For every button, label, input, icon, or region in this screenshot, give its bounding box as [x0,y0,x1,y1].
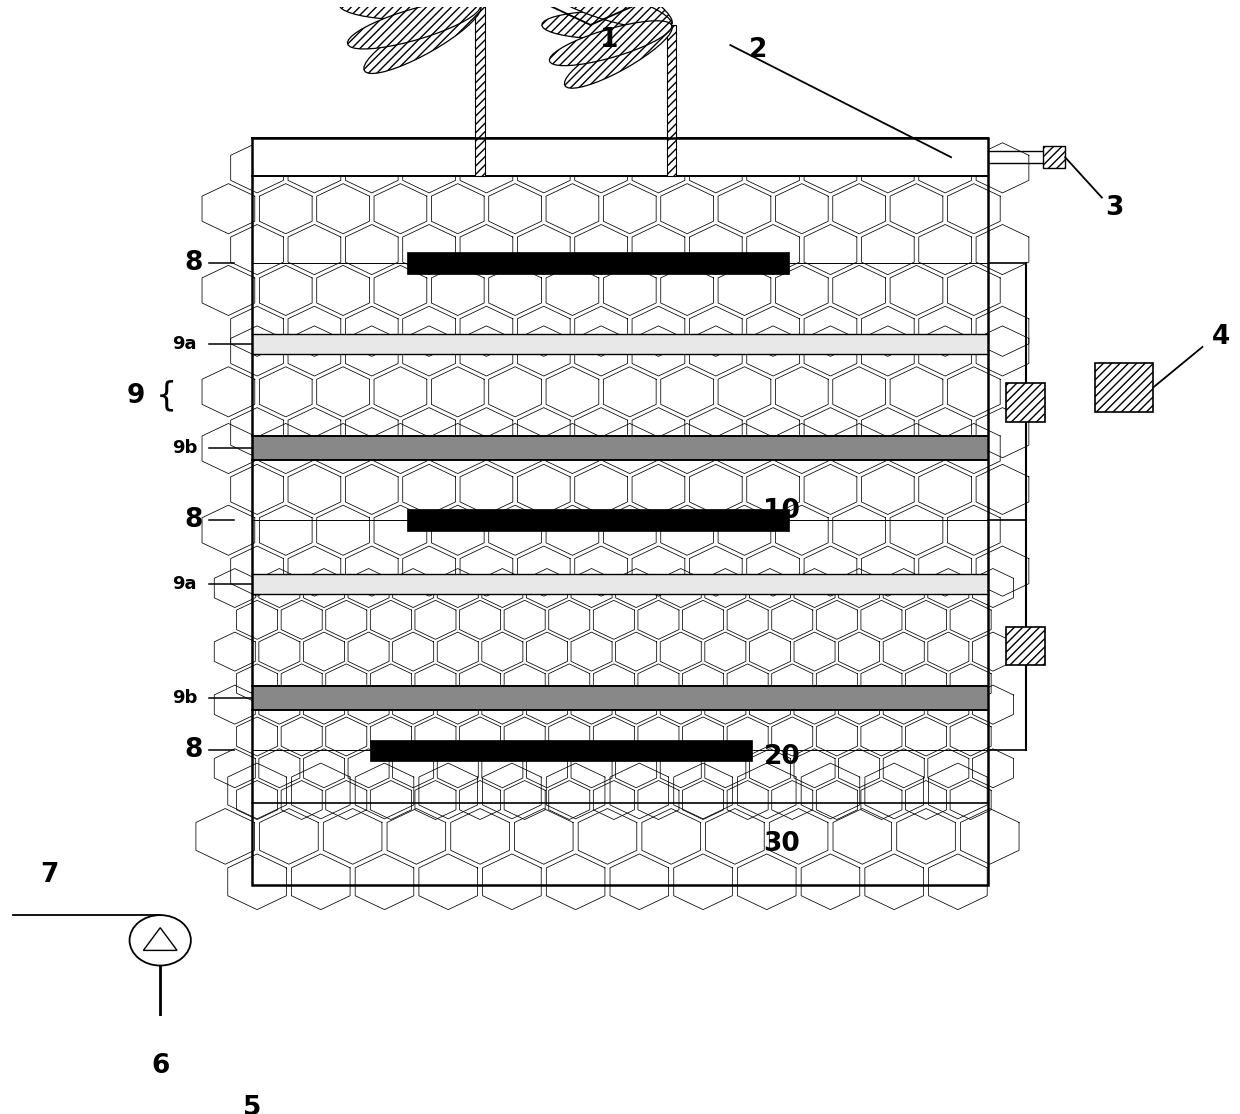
Bar [407,509,789,530]
Bar [667,25,676,176]
Text: 3: 3 [1105,195,1123,221]
Bar [252,334,988,354]
Text: {: { [156,380,177,412]
Polygon shape [564,0,672,27]
Bar [252,138,988,176]
Bar [246,1035,258,1057]
Bar [475,4,485,176]
Polygon shape [363,0,481,7]
Text: 7: 7 [41,862,60,888]
Text: 8: 8 [184,251,202,276]
Polygon shape [549,0,672,29]
Bar [1006,627,1045,665]
Text: 20: 20 [764,744,800,770]
Text: 1: 1 [600,27,619,53]
Bar [1095,363,1153,411]
Bar [252,436,988,460]
Polygon shape [347,0,480,49]
Bar [1006,383,1045,421]
Polygon shape [542,11,671,39]
Text: 8: 8 [184,737,202,763]
Text: 5: 5 [243,1095,262,1114]
Bar [370,740,753,761]
Text: 6: 6 [151,1054,170,1079]
Polygon shape [347,0,480,9]
Text: 9a: 9a [172,335,197,353]
Text: 9a: 9a [172,575,197,593]
Text: 9b: 9b [172,690,197,707]
Text: 8: 8 [184,507,202,532]
Text: 2: 2 [749,37,768,63]
Polygon shape [549,21,672,66]
Polygon shape [564,23,672,88]
Polygon shape [340,0,480,20]
Text: 4: 4 [1211,324,1230,350]
Text: 10: 10 [764,498,800,525]
Bar [252,574,988,594]
Bar [252,138,988,885]
Bar [1043,146,1065,168]
Bar [252,686,988,711]
Bar [407,253,789,274]
Polygon shape [363,2,481,74]
Text: 9b: 9b [172,439,197,457]
Text: 30: 30 [764,831,800,857]
Text: 9: 9 [126,383,145,409]
